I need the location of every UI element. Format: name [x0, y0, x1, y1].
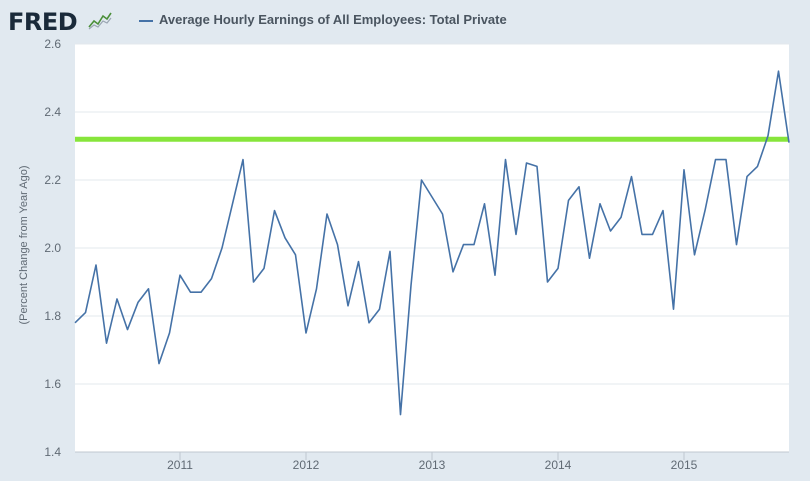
- data-point[interactable]: [231, 202, 235, 206]
- data-point[interactable]: [409, 283, 413, 287]
- series-line: [74, 70, 790, 416]
- data-point[interactable]: [367, 321, 371, 325]
- data-point[interactable]: [462, 243, 466, 247]
- data-point[interactable]: [430, 195, 434, 199]
- legend-swatch: [139, 19, 153, 22]
- data-point[interactable]: [630, 175, 634, 179]
- data-point[interactable]: [787, 141, 791, 145]
- data-point[interactable]: [252, 280, 256, 284]
- data-point[interactable]: [346, 304, 350, 308]
- data-point[interactable]: [136, 300, 140, 304]
- data-point[interactable]: [315, 287, 319, 291]
- data-point[interactable]: [420, 178, 424, 182]
- data-point[interactable]: [714, 158, 718, 162]
- data-point[interactable]: [441, 212, 445, 216]
- data-point[interactable]: [661, 209, 665, 213]
- data-point[interactable]: [724, 158, 728, 162]
- x-tick-label: 2011: [167, 458, 193, 472]
- x-tick-label: 2013: [419, 458, 446, 472]
- data-point[interactable]: [472, 243, 476, 247]
- data-point[interactable]: [598, 202, 602, 206]
- data-point[interactable]: [483, 202, 487, 206]
- data-point[interactable]: [84, 311, 88, 315]
- data-point[interactable]: [651, 232, 655, 236]
- data-point[interactable]: [577, 185, 581, 189]
- data-point[interactable]: [73, 321, 77, 325]
- data-point[interactable]: [357, 260, 361, 264]
- x-tick-label: 2014: [545, 458, 572, 472]
- fred-logo[interactable]: FRED: [8, 8, 78, 36]
- data-point[interactable]: [556, 266, 560, 270]
- data-point[interactable]: [777, 69, 781, 73]
- data-point[interactable]: [210, 277, 214, 281]
- y-tick-label: 1.6: [44, 377, 61, 391]
- data-point[interactable]: [703, 209, 707, 213]
- data-point[interactable]: [619, 215, 623, 219]
- data-point[interactable]: [105, 341, 109, 345]
- chart-graph-icon: [88, 10, 112, 30]
- data-point[interactable]: [535, 164, 539, 168]
- x-tick-label: 2012: [293, 458, 320, 472]
- data-point[interactable]: [178, 273, 182, 277]
- data-point[interactable]: [147, 287, 151, 291]
- y-tick-label: 2.6: [44, 37, 61, 51]
- data-point[interactable]: [766, 134, 770, 138]
- y-axis-label: (Percent Change from Year Ago): [18, 166, 30, 325]
- data-point[interactable]: [567, 198, 571, 202]
- x-tick-label: 2015: [671, 458, 698, 472]
- data-point[interactable]: [94, 263, 98, 267]
- data-point[interactable]: [745, 175, 749, 179]
- data-point[interactable]: [283, 236, 287, 240]
- data-point[interactable]: [588, 256, 592, 260]
- data-point[interactable]: [262, 266, 266, 270]
- data-point[interactable]: [304, 331, 308, 335]
- y-tick-label: 1.8: [44, 309, 61, 323]
- data-point[interactable]: [451, 270, 455, 274]
- data-point[interactable]: [336, 243, 340, 247]
- legend-label: Average Hourly Earnings of All Employees…: [159, 12, 507, 27]
- data-point[interactable]: [672, 307, 676, 311]
- header: FRED Average Hourly Earnings of All Empl…: [0, 0, 810, 44]
- data-point[interactable]: [525, 161, 529, 165]
- x-axis-ticks: 2011 2012 2013 2014 2015: [75, 451, 789, 472]
- data-point[interactable]: [115, 297, 119, 301]
- data-point[interactable]: [273, 209, 277, 213]
- data-point[interactable]: [399, 413, 403, 417]
- y-tick-label: 2.2: [44, 173, 61, 187]
- data-point[interactable]: [157, 362, 161, 366]
- data-point[interactable]: [640, 232, 644, 236]
- data-point[interactable]: [325, 212, 329, 216]
- data-point[interactable]: [693, 253, 697, 257]
- data-point[interactable]: [241, 158, 245, 162]
- data-point[interactable]: [220, 246, 224, 250]
- data-point[interactable]: [735, 243, 739, 247]
- chart-legend[interactable]: Average Hourly Earnings of All Employees…: [139, 12, 507, 27]
- data-point[interactable]: [682, 168, 686, 172]
- data-point[interactable]: [756, 164, 760, 168]
- y-tick-label: 2.0: [44, 241, 61, 255]
- data-point[interactable]: [388, 249, 392, 253]
- data-point[interactable]: [168, 331, 172, 335]
- data-point[interactable]: [609, 229, 613, 233]
- data-point[interactable]: [199, 290, 203, 294]
- data-point[interactable]: [514, 232, 518, 236]
- data-point[interactable]: [294, 253, 298, 257]
- y-tick-label: 1.4: [44, 445, 61, 459]
- data-point[interactable]: [546, 280, 550, 284]
- data-point[interactable]: [493, 273, 497, 277]
- data-point[interactable]: [126, 328, 130, 332]
- y-tick-label: 2.4: [44, 105, 61, 119]
- data-point[interactable]: [189, 290, 193, 294]
- data-point[interactable]: [378, 307, 382, 311]
- data-point[interactable]: [504, 158, 508, 162]
- y-axis-ticks: 1.4 1.6 1.8 2.0 2.2 2.4 2.6: [44, 37, 61, 459]
